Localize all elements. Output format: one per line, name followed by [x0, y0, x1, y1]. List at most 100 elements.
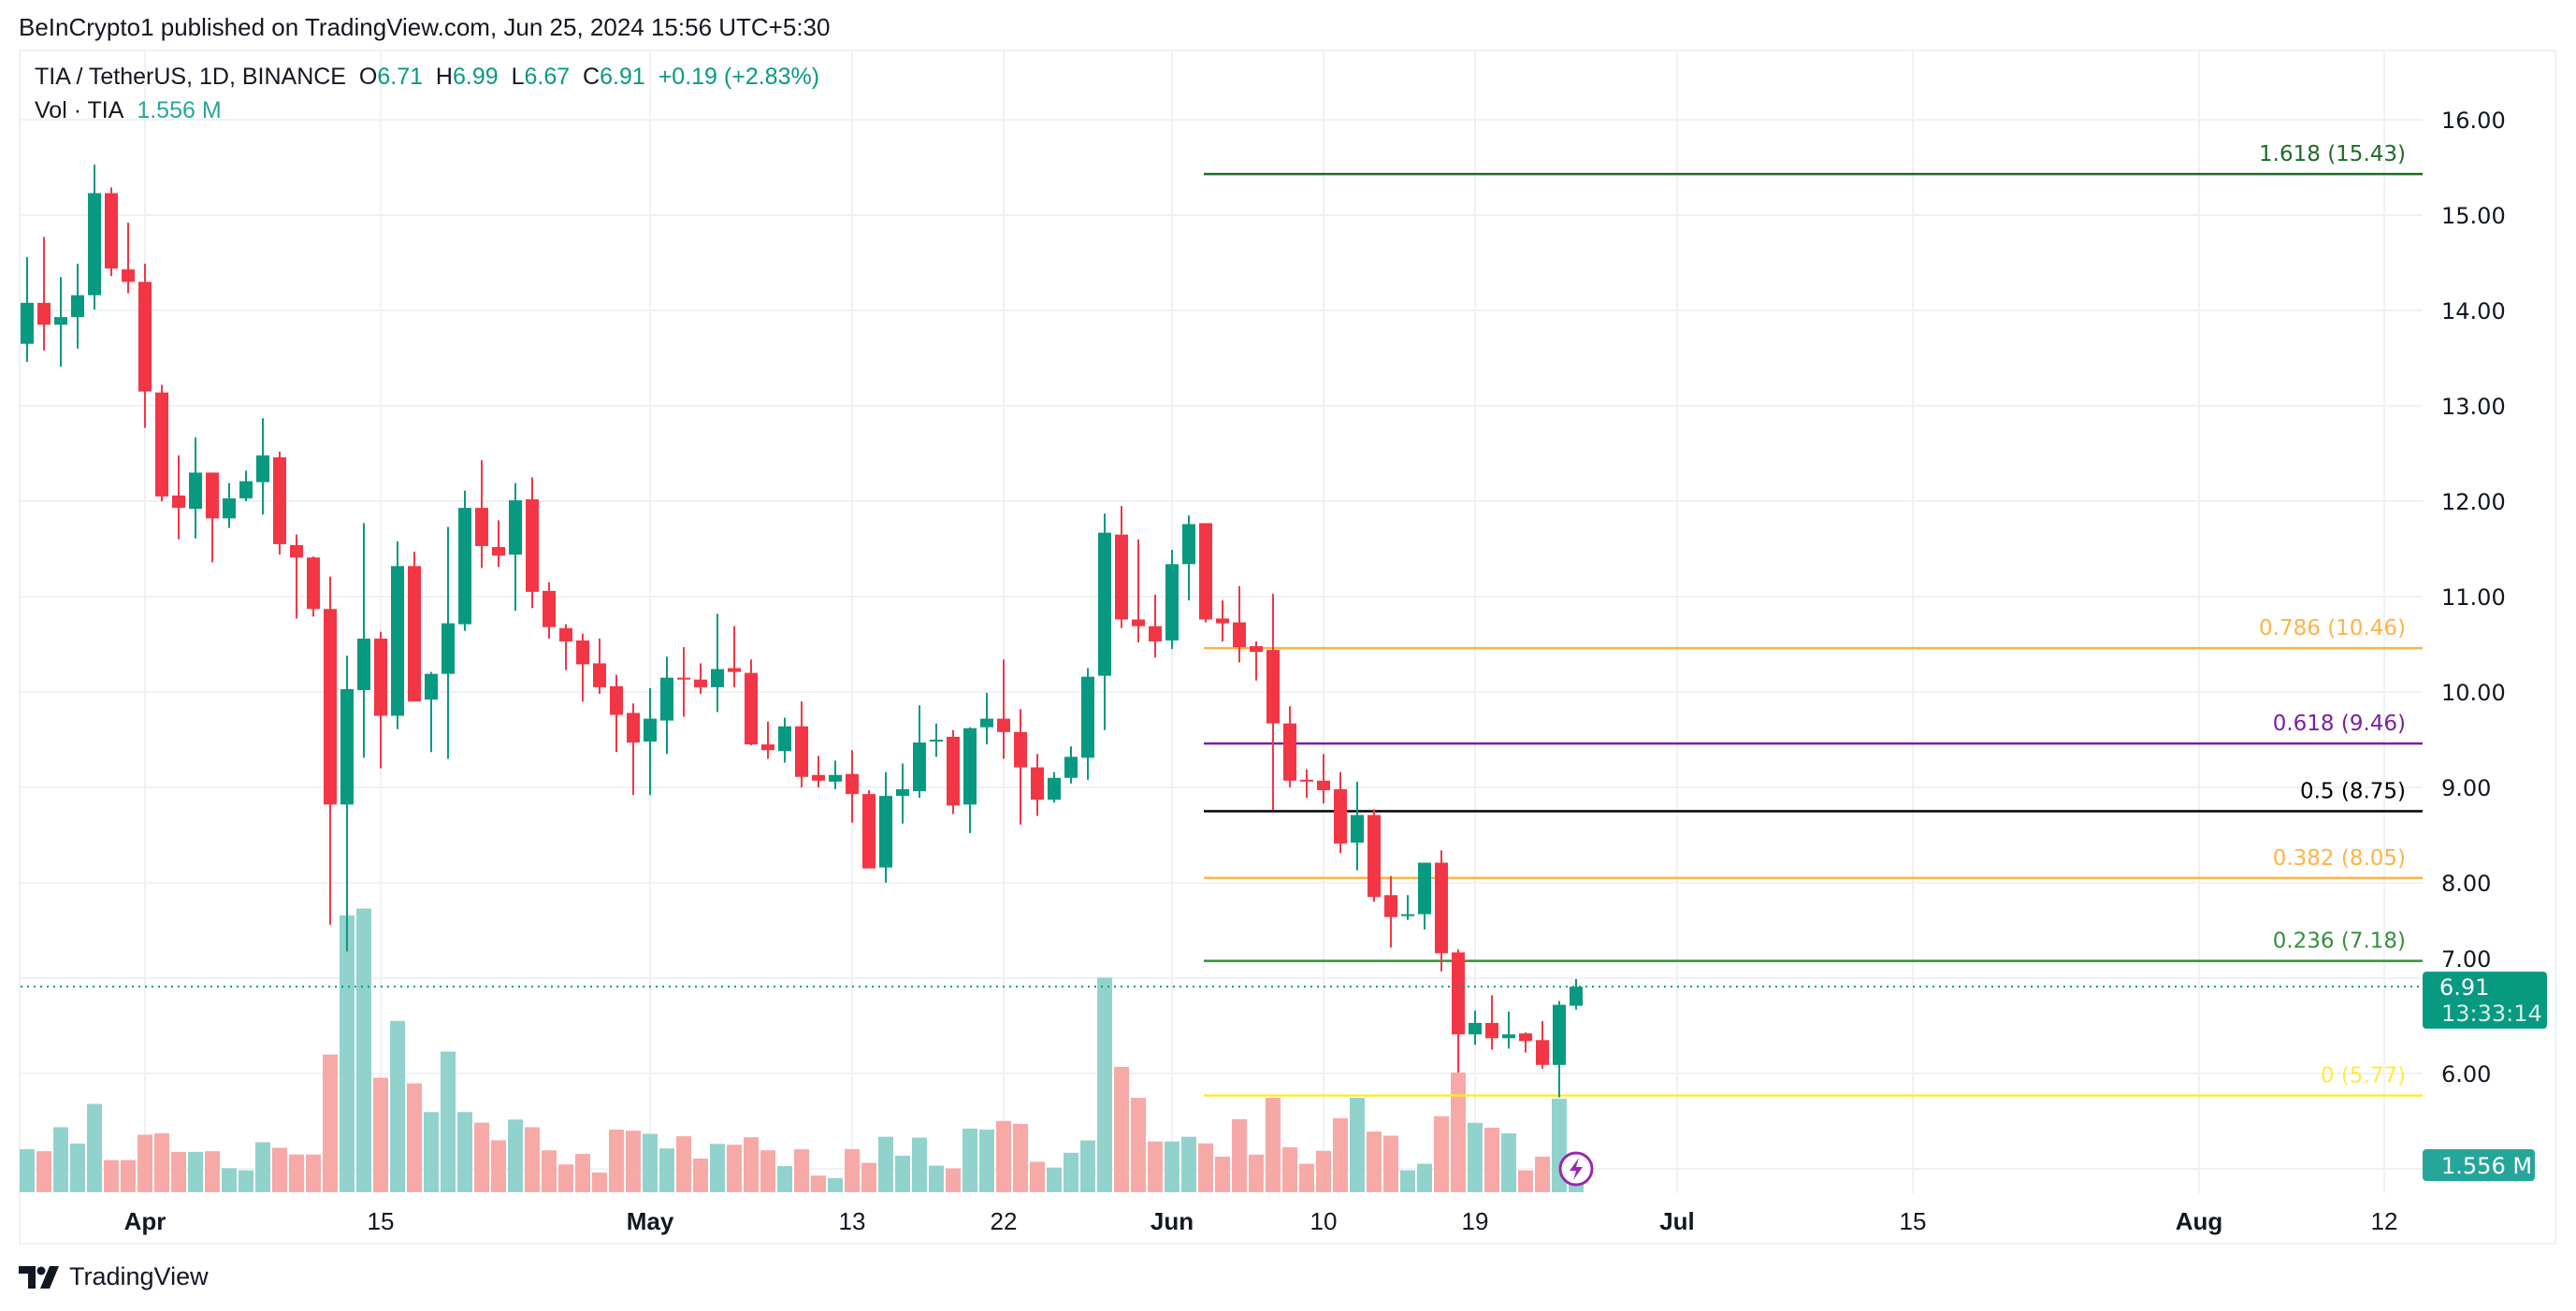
- candle[interactable]: [1384, 875, 1397, 948]
- candle[interactable]: [1064, 746, 1078, 784]
- symbol-name[interactable]: TIA / TetherUS, 1D, BINANCE: [35, 64, 346, 90]
- candle[interactable]: [1182, 515, 1195, 601]
- candle[interactable]: [745, 659, 758, 746]
- candle[interactable]: [155, 384, 168, 501]
- candle[interactable]: [357, 523, 370, 758]
- candle[interactable]: [206, 472, 219, 563]
- candle[interactable]: [913, 705, 926, 799]
- candle[interactable]: [1132, 539, 1145, 642]
- candle[interactable]: [997, 659, 1010, 759]
- candle[interactable]: [1014, 709, 1027, 825]
- candle[interactable]: [408, 552, 421, 702]
- candle[interactable]: [896, 763, 909, 824]
- candle[interactable]: [1250, 641, 1263, 681]
- candle[interactable]: [374, 631, 387, 769]
- candle[interactable]: [795, 701, 808, 787]
- candle[interactable]: [1115, 506, 1128, 628]
- candle[interactable]: [526, 477, 539, 609]
- candle[interactable]: [1300, 769, 1313, 799]
- candle[interactable]: [1553, 1001, 1566, 1098]
- candle[interactable]: [458, 490, 471, 631]
- candle[interactable]: [441, 526, 455, 759]
- candle[interactable]: [391, 540, 404, 729]
- candle[interactable]: [947, 729, 960, 814]
- candle[interactable]: [1266, 593, 1280, 811]
- candle[interactable]: [862, 790, 876, 869]
- candle[interactable]: [1098, 513, 1111, 730]
- volume-badge[interactable]: [2423, 1149, 2535, 1181]
- candle[interactable]: [1401, 895, 1414, 920]
- candle[interactable]: [88, 164, 101, 310]
- candle[interactable]: [1199, 523, 1212, 623]
- candle[interactable]: [1502, 1011, 1515, 1049]
- candle[interactable]: [1435, 850, 1448, 972]
- candle[interactable]: [172, 455, 185, 540]
- candle[interactable]: [1469, 1010, 1482, 1045]
- candle[interactable]: [610, 674, 623, 753]
- candle[interactable]: [1536, 1020, 1549, 1069]
- candle[interactable]: [509, 483, 522, 612]
- candle[interactable]: [71, 264, 84, 349]
- footer-brand[interactable]: TradingView: [19, 1262, 209, 1291]
- candle[interactable]: [559, 624, 572, 670]
- candle[interactable]: [1081, 668, 1094, 780]
- candle[interactable]: [930, 723, 943, 757]
- candle[interactable]: [1368, 809, 1381, 902]
- candle[interactable]: [239, 470, 253, 501]
- candle[interactable]: [1485, 995, 1498, 1050]
- candle[interactable]: [694, 663, 707, 695]
- candle[interactable]: [290, 534, 303, 619]
- candle[interactable]: [660, 656, 673, 755]
- candle[interactable]: [324, 576, 337, 925]
- candle[interactable]: [980, 693, 993, 745]
- candle[interactable]: [1048, 771, 1061, 803]
- candle[interactable]: [1452, 949, 1465, 1073]
- candle[interactable]: [1570, 979, 1583, 1010]
- candle[interactable]: [475, 460, 488, 569]
- candle[interactable]: [812, 756, 825, 787]
- candle[interactable]: [677, 647, 690, 717]
- candle[interactable]: [492, 520, 505, 568]
- candle[interactable]: [340, 656, 354, 952]
- last-price-badge[interactable]: [2423, 972, 2547, 1030]
- candle[interactable]: [1149, 594, 1162, 658]
- candle[interactable]: [1317, 754, 1330, 804]
- candle[interactable]: [223, 483, 236, 528]
- candle[interactable]: [778, 717, 791, 763]
- candle[interactable]: [761, 721, 774, 759]
- candle[interactable]: [122, 223, 135, 294]
- candle[interactable]: [1334, 771, 1347, 854]
- candle[interactable]: [543, 582, 556, 639]
- candle[interactable]: [105, 187, 118, 277]
- volume-label[interactable]: Vol · TIA: [35, 97, 124, 123]
- candle[interactable]: [1418, 862, 1431, 929]
- candle[interactable]: [307, 556, 320, 617]
- lightning-icon[interactable]: [1558, 1151, 1594, 1187]
- candle[interactable]: [1519, 1032, 1532, 1053]
- candle[interactable]: [1351, 781, 1364, 871]
- candle[interactable]: [829, 760, 842, 790]
- candle[interactable]: [1216, 600, 1229, 641]
- candle[interactable]: [425, 671, 438, 753]
- candle[interactable]: [627, 703, 640, 796]
- candle[interactable]: [728, 626, 741, 687]
- candle[interactable]: [576, 633, 589, 702]
- candle[interactable]: [37, 237, 51, 351]
- candle[interactable]: [138, 264, 152, 428]
- candle[interactable]: [256, 418, 269, 515]
- candle[interactable]: [21, 256, 34, 363]
- candle[interactable]: [1165, 550, 1179, 650]
- candle[interactable]: [593, 638, 606, 695]
- candle[interactable]: [711, 613, 724, 713]
- candle[interactable]: [644, 687, 657, 796]
- candle[interactable]: [1233, 585, 1246, 663]
- candle[interactable]: [54, 277, 67, 367]
- candle[interactable]: [189, 437, 202, 539]
- candle[interactable]: [1031, 754, 1044, 816]
- candle[interactable]: [273, 451, 286, 555]
- candle[interactable]: [1283, 706, 1296, 787]
- candle[interactable]: [846, 750, 859, 823]
- candle[interactable]: [963, 727, 977, 833]
- candle[interactable]: [879, 771, 892, 883]
